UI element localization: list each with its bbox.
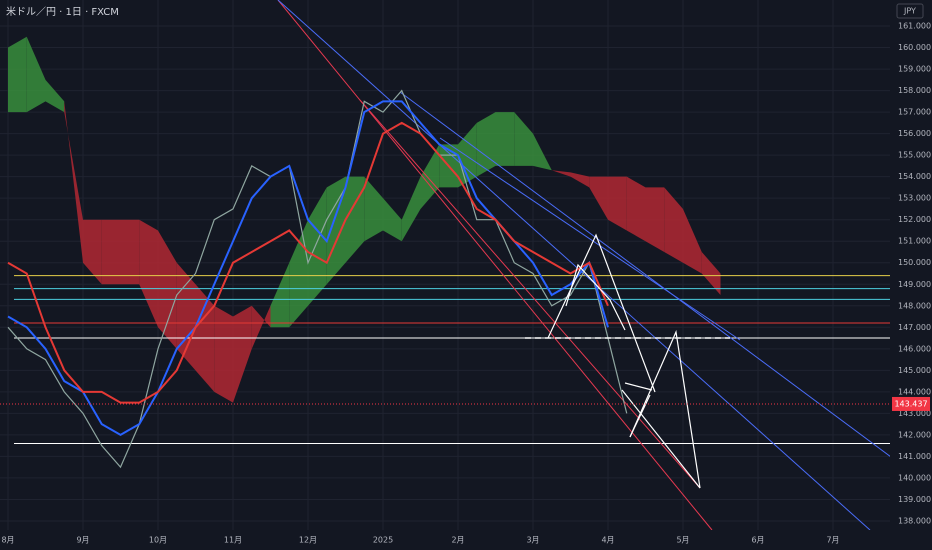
trend-lines [277, 0, 896, 531]
cloud-segment [139, 219, 158, 328]
cloud-segment [270, 262, 290, 328]
x-tick-label: 10月 [149, 536, 167, 545]
currency: JPY [903, 7, 916, 16]
y-tick-label: 138.000 [898, 516, 931, 525]
y-tick-label: 160.000 [898, 43, 931, 52]
cloud-segment [645, 187, 665, 252]
cloud-segment [64, 101, 83, 263]
arrow [629, 394, 651, 438]
y-tick-label: 161.000 [898, 22, 931, 31]
chart-title: 米ドル／円 · 1日 · FXCM [6, 5, 119, 18]
cloud-segment [383, 198, 402, 242]
trend-line [399, 91, 896, 461]
zigzag [565, 263, 626, 331]
cloud-segment [495, 112, 515, 166]
y-tick-label: 149.000 [898, 280, 931, 289]
arrow [629, 329, 701, 489]
x-tick-label: 5月 [676, 536, 689, 545]
cloud-segment [589, 176, 608, 220]
cloud-segment [158, 230, 177, 349]
cloud-segment [8, 36, 27, 113]
cloud-segment [664, 187, 683, 263]
cloud-segment [514, 112, 533, 166]
cloud-segment [551, 170, 571, 177]
series [7, 89, 628, 469]
y-tick-label: 152.000 [898, 215, 931, 224]
cloud-segment [701, 251, 721, 296]
cloud-segment [345, 176, 365, 263]
cloud-segment [26, 36, 46, 113]
cloud-segment [214, 305, 233, 403]
y-tick-label: 148.000 [898, 301, 931, 310]
cloud-segment [233, 305, 252, 403]
y-tick-label: 151.000 [898, 237, 931, 246]
trend-line [277, 0, 871, 531]
trend-line [359, 99, 701, 489]
y-tick-label: 139.000 [898, 495, 931, 504]
x-tick-label: 2025 [373, 536, 393, 545]
y-tick-label: 147.000 [898, 323, 931, 332]
x-tick-label: 4月 [601, 536, 614, 545]
grid [0, 0, 890, 530]
y-tick-label: 146.000 [898, 344, 931, 353]
y-tick-label: 142.000 [898, 430, 931, 439]
cloud-segment [608, 176, 627, 231]
x-tick-label: 2月 [451, 536, 464, 545]
cloud-segment [120, 219, 140, 285]
cloud-segment [364, 176, 383, 242]
cloud-segment [420, 144, 440, 209]
y-tick-label: 150.000 [898, 258, 931, 267]
cloud-segment [533, 133, 552, 171]
cloud-segment [308, 187, 327, 306]
time-axis [0, 530, 932, 550]
trend-line [277, 0, 713, 531]
x-tick-label: 8月 [1, 536, 14, 545]
currency-box [896, 3, 924, 19]
cloud-segment [570, 172, 590, 188]
series-line [7, 89, 628, 469]
arrow [624, 382, 653, 391]
trend-line [439, 137, 741, 341]
levels [14, 275, 890, 444]
annotations [525, 233, 730, 489]
x-tick-label: 7月 [826, 536, 839, 545]
y-tick-label: 141.000 [898, 452, 931, 461]
x-tick-label: 6月 [751, 536, 764, 545]
cloud-segment [83, 219, 102, 285]
cloud-segment [45, 79, 65, 113]
last-price-label: 143.437 [894, 399, 927, 408]
y-tick-label: 153.000 [898, 194, 931, 203]
x-tick-label: 12月 [299, 536, 317, 545]
x-tick-label: 3月 [526, 536, 539, 545]
last-price-box [892, 396, 930, 411]
price-axis [890, 0, 932, 530]
y-tick-label: 144.000 [898, 387, 931, 396]
y-tick-label: 154.000 [898, 172, 931, 181]
y-tick-label: 157.000 [898, 108, 931, 117]
y-tick-label: 156.000 [898, 129, 931, 138]
axis: 138.000 139.000 140.000 141.000 142.000 143.0… [0, 22, 931, 545]
zigzag [547, 233, 656, 393]
y-tick-label: 159.000 [898, 65, 931, 74]
y-tick-label: 143.000 [898, 409, 931, 418]
cloud-segment [683, 208, 702, 274]
y-tick-label: 155.000 [898, 151, 931, 160]
y-tick-label: 145.000 [898, 366, 931, 375]
x-tick-label: 11月 [224, 536, 242, 545]
y-tick-label: 158.000 [898, 86, 931, 95]
x-tick-label: 9月 [76, 536, 89, 545]
cloud-segment [626, 176, 646, 242]
arrow [621, 389, 701, 489]
cloud-segment [476, 112, 496, 177]
cloud-segment [401, 176, 421, 242]
cloud [8, 36, 721, 403]
y-tick-label: 140.000 [898, 473, 931, 482]
cloud-segment [101, 219, 121, 285]
series-line [7, 121, 609, 404]
